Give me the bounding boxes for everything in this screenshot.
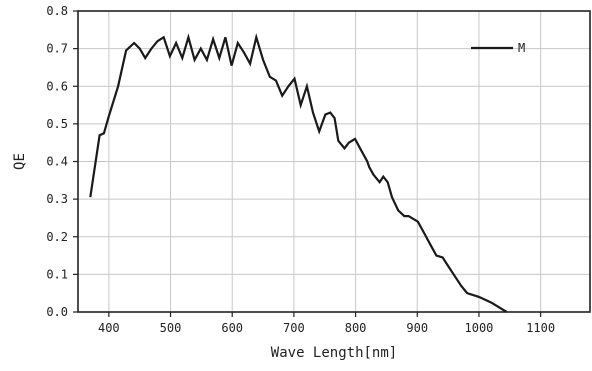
x-axis-title: Wave Length[nm] xyxy=(271,345,397,361)
y-tick-label: 0.2 xyxy=(46,230,68,244)
x-tick-label: 1100 xyxy=(526,321,555,335)
x-axis-ticks: 400 500 600 700 800 900 1000 1100 xyxy=(98,312,555,335)
y-axis-ticks: 0.0 0.1 0.2 0.3 0.4 0.5 0.6 0.7 0.8 xyxy=(46,4,78,319)
x-tick-label: 500 xyxy=(160,321,182,335)
y-axis-title: QE xyxy=(12,153,28,170)
x-tick-label: 400 xyxy=(98,321,120,335)
y-tick-label: 0.6 xyxy=(46,79,68,93)
y-tick-label: 0.7 xyxy=(46,42,68,56)
x-tick-label: 1000 xyxy=(465,321,494,335)
x-tick-label: 900 xyxy=(406,321,428,335)
y-tick-label: 0.3 xyxy=(46,192,68,206)
y-tick-label: 0.1 xyxy=(46,267,68,281)
legend: M xyxy=(471,41,525,55)
y-tick-label: 0.5 xyxy=(46,117,68,131)
x-tick-label: 600 xyxy=(221,321,243,335)
series-layer xyxy=(89,33,508,313)
x-tick-label: 800 xyxy=(345,321,367,335)
y-tick-label: 0.4 xyxy=(46,155,68,169)
y-tick-label: 0.8 xyxy=(46,4,68,18)
x-tick-label: 700 xyxy=(283,321,305,335)
grid xyxy=(78,10,590,313)
legend-label-m: M xyxy=(518,41,525,55)
series-line-m xyxy=(89,33,508,313)
y-tick-label: 0.0 xyxy=(46,305,68,319)
